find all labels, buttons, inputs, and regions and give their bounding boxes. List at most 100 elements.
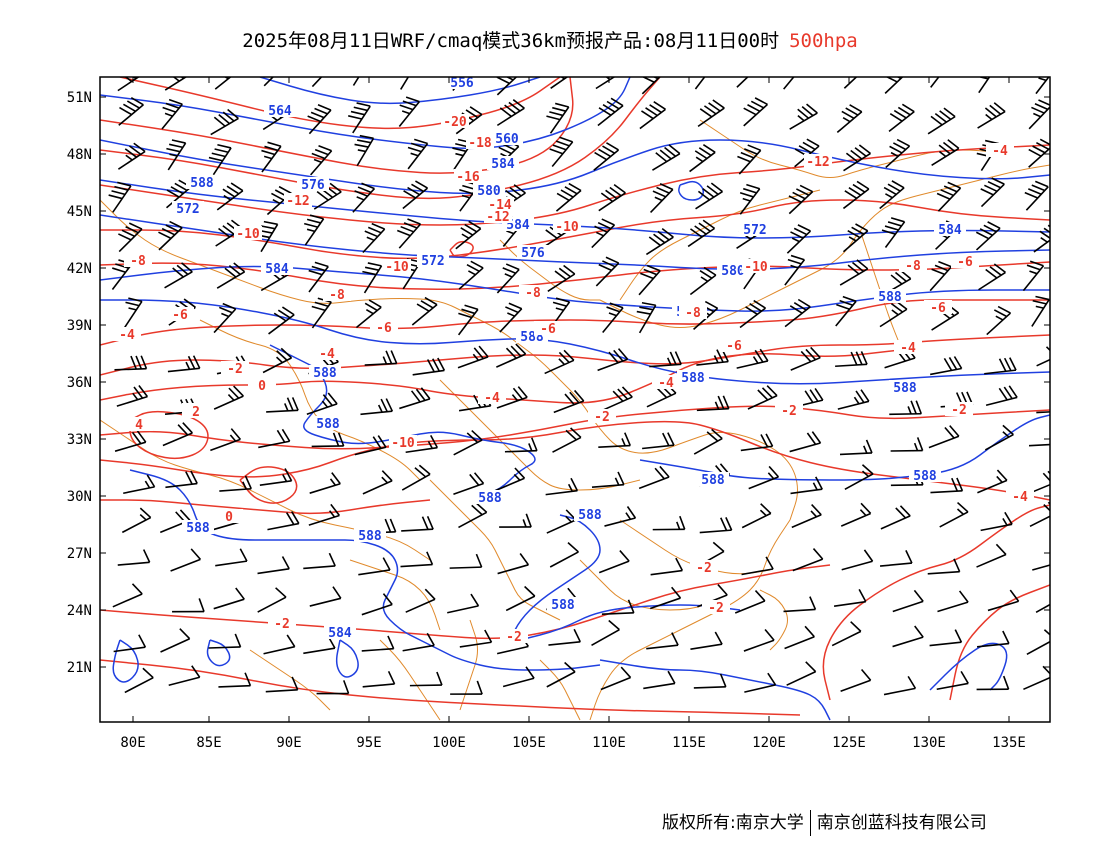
wind-barb bbox=[549, 136, 574, 168]
wind-barb bbox=[740, 433, 774, 452]
wind-barb bbox=[113, 634, 147, 653]
temperature-label: -2 bbox=[696, 561, 712, 576]
wind-barb bbox=[265, 676, 299, 693]
copyright-owner: 版权所有:南京大学 bbox=[662, 813, 804, 833]
boundary-line bbox=[439, 379, 641, 491]
temperature-label: -8 bbox=[130, 254, 146, 269]
wind-barb bbox=[258, 428, 291, 449]
temperature-label: -2 bbox=[274, 617, 290, 632]
height-label: 588 bbox=[358, 529, 382, 544]
wind-barb bbox=[361, 593, 393, 616]
wind-barb bbox=[550, 77, 569, 89]
wind-barb bbox=[215, 548, 248, 567]
wind-barb bbox=[457, 345, 489, 369]
temperature-label: -4 bbox=[319, 347, 335, 362]
wind-barb bbox=[208, 143, 232, 176]
label-backdrop bbox=[491, 131, 523, 145]
height-label: 576 bbox=[521, 246, 545, 261]
longitude-label: 125E bbox=[832, 735, 866, 751]
wind-barb bbox=[690, 631, 723, 650]
temperature-label: -8 bbox=[905, 259, 921, 274]
longitude-label: 105E bbox=[512, 735, 546, 751]
wind-barb bbox=[1033, 224, 1050, 253]
height-label: 556 bbox=[450, 76, 474, 91]
wind-barb bbox=[117, 549, 151, 566]
wind-barb bbox=[549, 541, 579, 568]
label-backdrop bbox=[697, 472, 729, 486]
label-backdrop bbox=[323, 287, 351, 301]
wind-barb bbox=[266, 397, 299, 413]
label-backdrop bbox=[945, 402, 973, 416]
wind-barb bbox=[170, 548, 202, 572]
wind-barb bbox=[741, 503, 772, 529]
latitude-label: 21N bbox=[67, 660, 92, 676]
wind-barb bbox=[108, 181, 132, 213]
wind-barb bbox=[598, 183, 626, 212]
wind-barb bbox=[114, 430, 147, 452]
wind-barb bbox=[496, 77, 518, 96]
height-label: 588 bbox=[878, 290, 902, 305]
wind-barb bbox=[412, 357, 446, 376]
wind-barb bbox=[362, 670, 396, 688]
longitude-label: 80E bbox=[120, 735, 145, 751]
height-contour bbox=[259, 77, 541, 105]
wind-barb bbox=[1028, 138, 1050, 168]
boundary-line bbox=[599, 164, 1050, 328]
temperature-label: -4 bbox=[484, 391, 500, 406]
wind-barb bbox=[355, 299, 382, 329]
wind-barb bbox=[880, 505, 911, 530]
wind-barb bbox=[888, 103, 915, 133]
label-backdrop bbox=[473, 183, 505, 197]
label-backdrop bbox=[474, 490, 506, 504]
wind-barb bbox=[354, 134, 375, 167]
temperature-contour bbox=[129, 410, 209, 460]
temperature-label: 0 bbox=[225, 510, 233, 525]
wind-barb bbox=[449, 553, 483, 569]
wind-barb bbox=[1035, 603, 1050, 614]
wind-barb bbox=[883, 675, 917, 696]
wind-barb bbox=[930, 356, 963, 376]
temperature-label: -12 bbox=[486, 210, 509, 225]
wind-barb bbox=[744, 672, 777, 693]
wind-barb bbox=[783, 77, 795, 90]
temperature-contour bbox=[100, 299, 1050, 346]
wind-barb bbox=[401, 464, 431, 491]
label-backdrop bbox=[986, 143, 1014, 157]
wind-barb bbox=[930, 77, 940, 88]
wind-barb bbox=[840, 669, 872, 693]
label-backdrop bbox=[166, 307, 194, 321]
wind-barb bbox=[833, 588, 867, 607]
temperature-label: -2 bbox=[708, 601, 724, 616]
wind-barb bbox=[307, 104, 332, 135]
height-label: 572 bbox=[743, 223, 766, 238]
wind-barb bbox=[352, 77, 360, 86]
wind-barb bbox=[602, 386, 633, 411]
label-backdrop bbox=[519, 285, 547, 299]
wind-barb bbox=[158, 220, 183, 251]
wind-barb bbox=[597, 97, 624, 127]
wind-barb bbox=[641, 77, 661, 95]
wind-barb bbox=[694, 77, 706, 90]
wind-barb bbox=[840, 502, 872, 527]
label-backdrop bbox=[679, 305, 707, 319]
wind-barb bbox=[401, 516, 434, 532]
temperature-contour bbox=[100, 77, 661, 200]
height-label: 588 bbox=[681, 371, 705, 386]
wind-barb bbox=[497, 553, 530, 575]
wind-barb bbox=[161, 98, 183, 130]
height-contour bbox=[599, 659, 831, 721]
longitude-label: 115E bbox=[672, 735, 706, 751]
wind-barb bbox=[545, 477, 579, 496]
wind-barb bbox=[1036, 346, 1050, 367]
temperature-label: -10 bbox=[744, 260, 768, 275]
latitude-label: 33N bbox=[67, 432, 92, 448]
wind-barb bbox=[649, 351, 682, 368]
wind-barb bbox=[929, 260, 953, 292]
wind-barb bbox=[362, 470, 393, 495]
height-label: 588 bbox=[313, 366, 337, 381]
boundary-line bbox=[859, 229, 901, 346]
height-label: 588 bbox=[186, 521, 210, 536]
label-backdrop bbox=[389, 435, 417, 449]
label-backdrop bbox=[297, 177, 329, 191]
wind-barb bbox=[405, 434, 439, 454]
